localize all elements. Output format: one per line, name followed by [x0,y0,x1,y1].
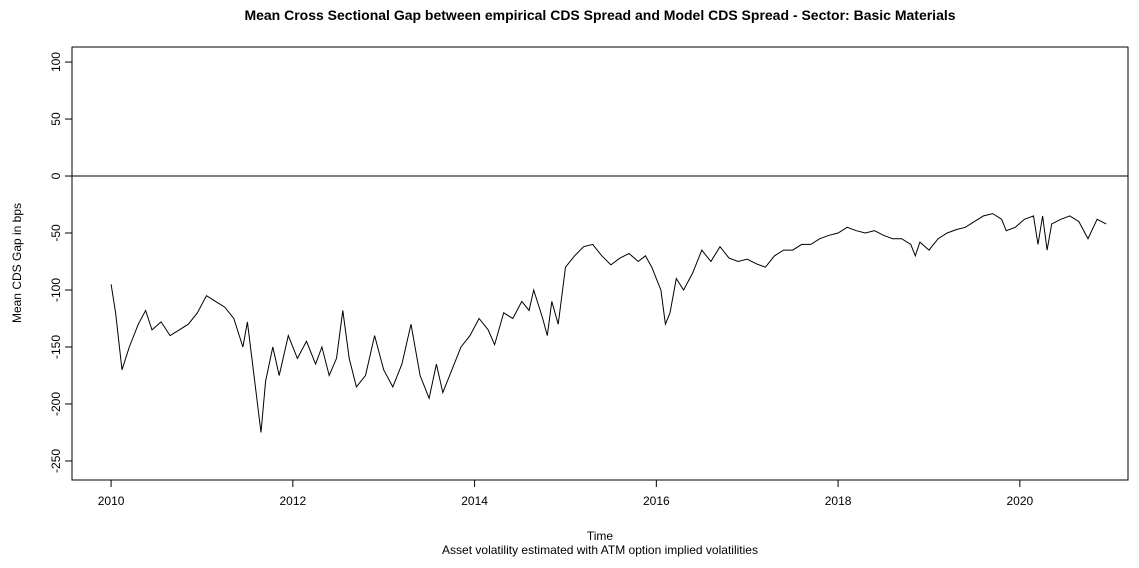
plot-frame [71,46,1129,481]
y-tick-label: 0 [49,172,63,179]
x-tick-label: 2016 [643,494,670,508]
data-line [110,213,1107,433]
y-tick-label: -200 [49,392,63,416]
x-tick-label: 2014 [461,494,488,508]
subtitle: Asset volatility estimated with ATM opti… [442,543,758,557]
y-tick-label: -250 [49,449,63,473]
y-tick-label: -150 [49,335,63,359]
x-tick-label: 2012 [279,494,306,508]
y-tick-label: -100 [49,278,63,302]
x-tick-label: 2020 [1007,494,1034,508]
x-tick-label: 2010 [98,494,125,508]
x-axis-label: Time [587,529,614,543]
chart-title: Mean Cross Sectional Gap between empiric… [244,7,955,23]
y-tick-label: -50 [49,224,63,242]
x-tick-label: 2018 [825,494,852,508]
y-tick-label: 50 [49,112,63,126]
y-axis-label: Mean CDS Gap in bps [10,203,24,323]
y-tick-label: 100 [49,52,63,72]
